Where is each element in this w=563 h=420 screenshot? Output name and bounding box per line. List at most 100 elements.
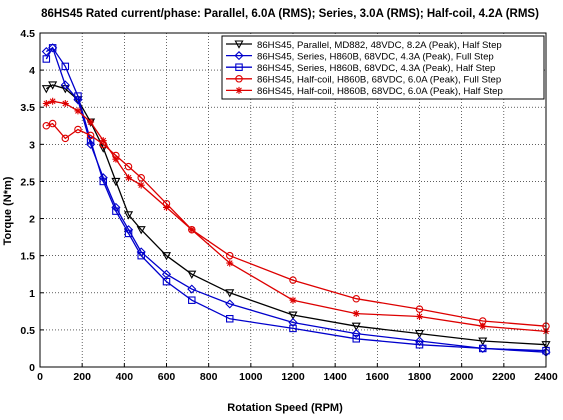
data-point	[235, 63, 243, 71]
data-point	[48, 81, 58, 90]
data-point	[137, 251, 145, 260]
data-point	[60, 80, 70, 90]
data-point	[234, 40, 244, 49]
legend-entry: 86HS45, Half-coil, H860B, 68VDC, 6.0A (P…	[226, 86, 503, 97]
data-point	[73, 95, 83, 105]
data-point	[41, 85, 51, 94]
data-point	[112, 207, 120, 215]
data-point	[137, 173, 145, 182]
data-point	[351, 329, 361, 339]
data-point	[187, 270, 197, 279]
x-tick-label: 2000	[450, 371, 474, 383]
x-tick-label: 1200	[281, 371, 305, 383]
series-line	[46, 122, 547, 327]
data-point	[48, 44, 57, 52]
y-tick-label: 0	[29, 362, 35, 374]
x-tick-label: 1000	[239, 371, 263, 383]
data-point	[289, 276, 297, 284]
x-tick-label: 400	[116, 371, 134, 383]
data-point	[124, 229, 133, 238]
data-point	[74, 107, 82, 115]
data-point	[225, 299, 235, 309]
data-point	[124, 211, 134, 220]
series-line	[45, 46, 547, 352]
x-axis-ticks: 0 200 400 600 800 1000 1200 1400 1600 1800 2000 220…	[37, 363, 558, 383]
data-point	[49, 97, 57, 105]
data-point	[99, 177, 108, 186]
data-point	[136, 226, 146, 235]
y-axis-label: Torque (N*m)	[2, 176, 14, 245]
y-tick-label: 4.5	[20, 28, 35, 40]
data-point	[125, 174, 133, 182]
data-point	[74, 125, 82, 134]
legend: 86HS45, Parallel, MD882, 48VDC, 8.2A (Pe…	[221, 35, 545, 100]
data-point	[414, 330, 425, 339]
data-point	[288, 311, 298, 320]
y-tick-label: 3.5	[20, 102, 35, 114]
data-point	[415, 340, 424, 349]
x-tick-label: 200	[73, 371, 91, 383]
data-point	[137, 181, 145, 189]
data-point	[479, 322, 487, 330]
legend-entry: 86HS45, Series, H860B, 68VDC, 4.3A (Peak…	[226, 51, 494, 62]
data-point	[288, 317, 298, 328]
data-point	[289, 324, 297, 333]
data-point	[225, 289, 235, 298]
data-point	[188, 296, 196, 304]
legend-label: 86HS45, Series, H860B, 68VDC, 4.3A (Peak…	[257, 63, 495, 74]
data-point	[99, 137, 107, 145]
x-tick-label: 2200	[492, 371, 516, 383]
data-point	[74, 92, 82, 100]
data-point	[352, 294, 360, 303]
data-point	[478, 343, 488, 354]
data-point	[188, 226, 196, 234]
data-point	[48, 119, 57, 128]
data-point	[187, 284, 197, 294]
data-point	[42, 55, 51, 63]
legend-entry: 86HS45, Half-coil, H860B, 68VDC, 6.0A (P…	[226, 75, 501, 86]
data-point	[112, 155, 120, 163]
chart-title: 86HS45 Rated current/phase: Parallel, 6.…	[41, 8, 539, 20]
series-layer	[41, 43, 551, 357]
data-point	[111, 177, 121, 187]
x-tick-label: 0	[37, 371, 43, 383]
x-tick-label: 1800	[408, 371, 432, 383]
data-point	[235, 86, 243, 94]
y-tick-label: 1	[29, 288, 35, 300]
data-point	[86, 139, 96, 149]
data-point	[352, 335, 360, 343]
data-point	[42, 122, 51, 130]
series-line	[45, 84, 547, 346]
data-point	[42, 100, 50, 108]
data-point	[289, 296, 297, 304]
data-point	[87, 118, 95, 126]
series-group	[42, 97, 550, 335]
x-tick-label: 2400	[534, 371, 558, 383]
x-tick-label: 600	[158, 371, 176, 383]
data-point	[61, 100, 69, 108]
x-tick-label: 1600	[366, 371, 390, 383]
y-tick-label: 0.5	[20, 325, 35, 337]
y-tick-label: 2.5	[20, 176, 35, 188]
data-point	[48, 43, 58, 53]
legend-box	[221, 35, 545, 100]
legend-label: 86HS45, Parallel, MD882, 48VDC, 8.2A (Pe…	[257, 40, 502, 51]
legend-entry: 86HS45, Parallel, MD882, 48VDC, 8.2A (Pe…	[226, 40, 502, 51]
data-point	[61, 134, 70, 143]
data-point	[61, 62, 70, 71]
series-group	[42, 44, 550, 355]
y-tick-label: 4	[29, 65, 35, 77]
data-point	[415, 305, 424, 313]
data-point	[351, 322, 361, 331]
data-point	[234, 51, 244, 61]
x-axis-label: Rotation Speed (RPM)	[227, 402, 343, 414]
grid-lines	[40, 33, 546, 367]
x-tick-label: 1400	[323, 371, 347, 383]
y-axis-ticks: 0 0.5 1 1.5 2 2.5 3 3.5 4 4.5	[20, 28, 44, 374]
y-tick-label: 1.5	[20, 251, 35, 263]
legend-label: 86HS45, Half-coil, H860B, 68VDC, 6.0A (P…	[257, 75, 501, 86]
data-point	[161, 252, 172, 261]
data-point	[416, 313, 423, 321]
x-tick-label: 800	[200, 371, 218, 383]
